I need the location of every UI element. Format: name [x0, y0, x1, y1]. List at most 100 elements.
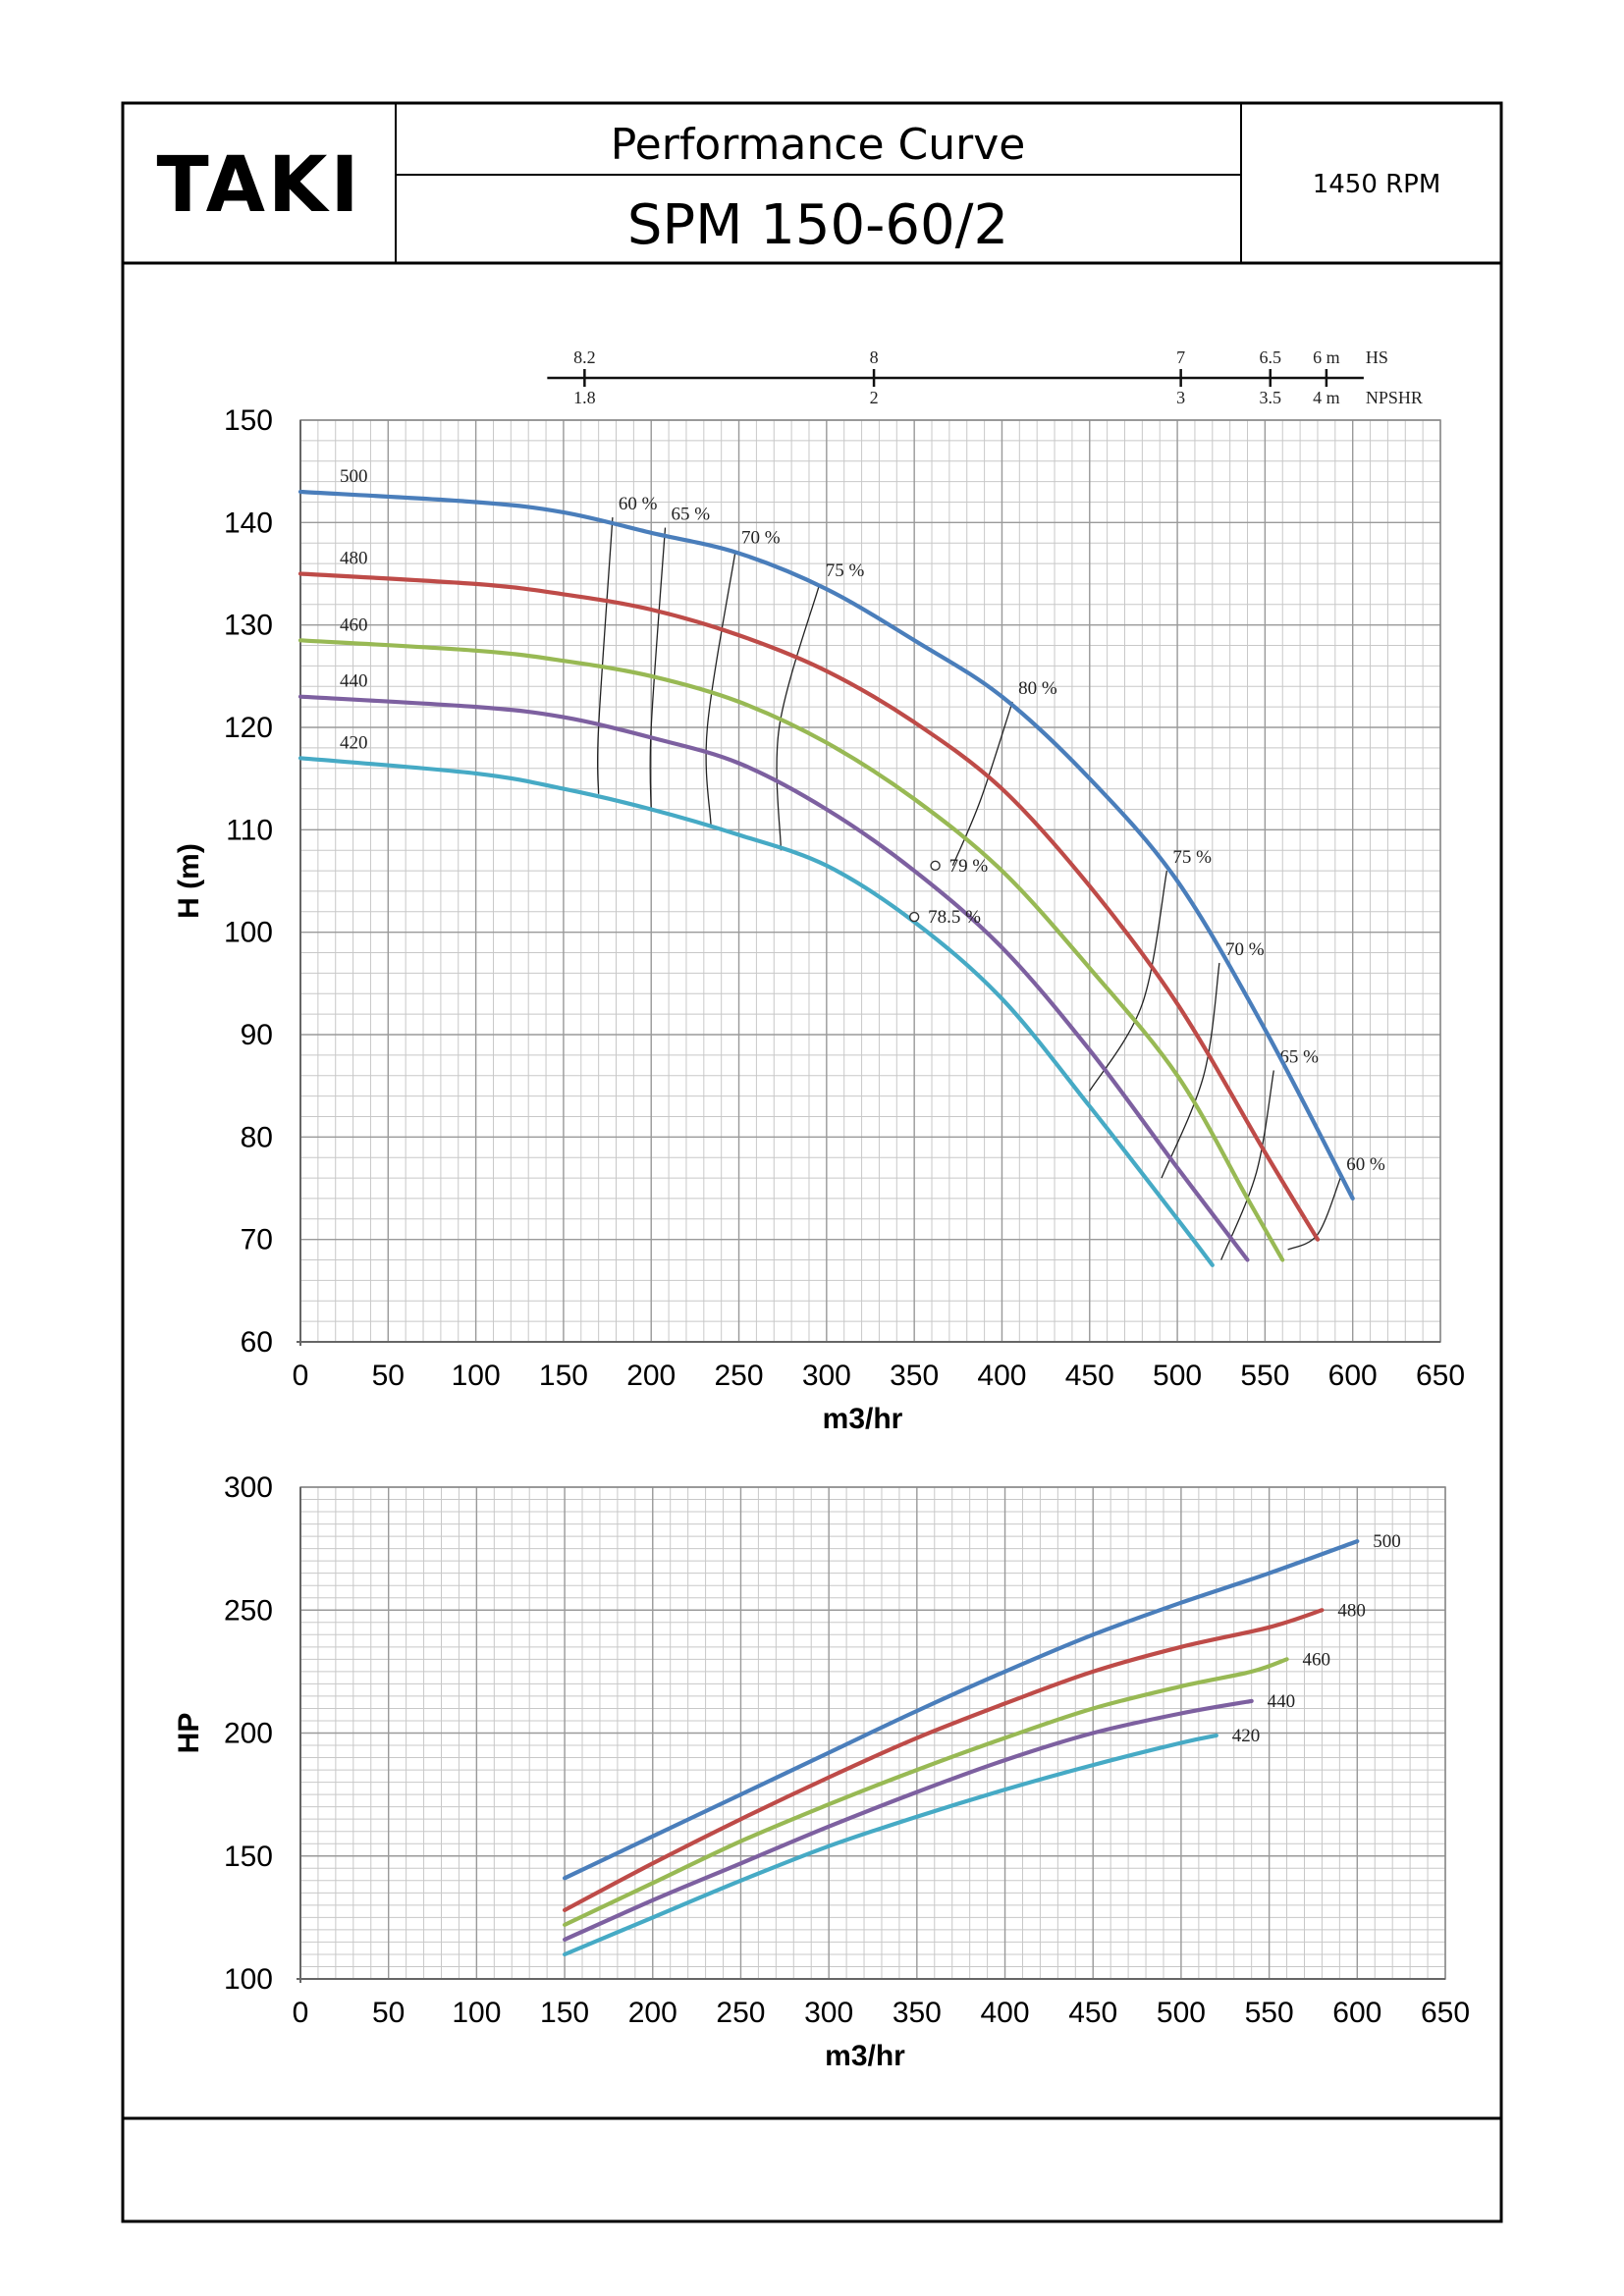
x-tick-label: 150 [539, 1360, 588, 1392]
hs-tick-label: 8.2 [573, 347, 596, 367]
y-tick-label: 80 [241, 1121, 273, 1153]
y-axis-title: H (m) [173, 843, 205, 919]
hs-unit-label: HS [1366, 347, 1388, 367]
impeller-420-curve [298, 756, 1215, 1267]
y-tick-label: 300 [224, 1471, 273, 1504]
x-tick-label: 600 [1328, 1360, 1378, 1392]
efficiency-line [951, 701, 1013, 867]
y-tick-label: 250 [224, 1594, 273, 1627]
efficiency-label: 65 % [672, 505, 711, 525]
impeller-480-curve [298, 571, 1321, 1242]
npshr-unit-label: NPSHR [1366, 388, 1423, 407]
x-tick-label: 350 [890, 1360, 939, 1392]
x-tick-label: 0 [293, 1360, 309, 1392]
impeller-460-curve [298, 638, 1285, 1262]
npshr-tick-label: 3 [1176, 388, 1185, 407]
x-tick-label: 450 [1068, 1997, 1117, 2029]
bep-label: 79 % [949, 856, 989, 877]
x-tick-label: 400 [977, 1360, 1026, 1392]
y-tick-label: 70 [241, 1224, 273, 1256]
y-tick-label: 90 [241, 1019, 273, 1051]
brand-logo: TAKI [157, 141, 362, 230]
impeller-420-label: 420 [340, 732, 368, 753]
x-tick-label: 650 [1416, 1360, 1465, 1392]
efficiency-line [1287, 1177, 1341, 1251]
x-tick-label: 500 [1153, 1360, 1202, 1392]
y-axis-title: HP [173, 1713, 205, 1754]
impeller-440-label: 440 [1268, 1691, 1296, 1712]
x-tick-label: 200 [628, 1997, 677, 2029]
bep-label: 78.5 % [928, 907, 981, 928]
impeller-500-curve [298, 489, 1355, 1201]
hs-tick-label: 7 [1176, 347, 1185, 367]
x-tick-label: 300 [804, 1997, 853, 2029]
y-tick-label: 100 [224, 1963, 273, 1996]
y-tick-label: 60 [241, 1326, 273, 1359]
x-tick-label: 0 [293, 1997, 309, 2029]
x-tick-label: 350 [893, 1997, 942, 2029]
efficiency-line [705, 551, 736, 826]
impeller-440-curve [563, 1698, 1254, 1942]
npshr-tick-label: 1.8 [573, 388, 596, 407]
efficiency-label: 75 % [1172, 847, 1212, 868]
impeller-480-label: 480 [1337, 1600, 1366, 1621]
page-title: Performance Curve [611, 120, 1026, 170]
x-tick-label: 300 [802, 1360, 851, 1392]
x-tick-label: 100 [452, 1360, 501, 1392]
bep-marker [930, 860, 941, 872]
impeller-420-label: 420 [1232, 1726, 1261, 1746]
impeller-500-curve [563, 1539, 1360, 1881]
efficiency-label: 60 % [619, 494, 658, 514]
plot-grid [299, 419, 1441, 1343]
efficiency-label: 70 % [1225, 939, 1265, 960]
x-tick-label: 450 [1065, 1360, 1114, 1392]
x-tick-label: 550 [1240, 1360, 1289, 1392]
sheet-border [121, 101, 1503, 2223]
bep-marker [908, 911, 920, 923]
model-name: SPM 150-60/2 [627, 193, 1008, 257]
y-tick-label: 140 [224, 507, 273, 539]
efficiency-label: 70 % [741, 528, 781, 549]
impeller-460-label: 460 [1303, 1649, 1331, 1670]
x-tick-label: 250 [715, 1360, 764, 1392]
efficiency-line [649, 527, 667, 812]
x-axis-title: m3/hr [825, 2040, 905, 2072]
efficiency-line [776, 583, 821, 851]
y-tick-label: 200 [224, 1718, 273, 1750]
efficiency-line [1161, 962, 1220, 1179]
speed-label: 1450 RPM [1313, 170, 1441, 199]
npshr-tick-label: 3.5 [1259, 388, 1281, 407]
y-tick-label: 120 [224, 712, 273, 744]
x-tick-label: 250 [716, 1997, 765, 2029]
x-tick-label: 150 [540, 1997, 589, 2029]
impeller-480-label: 480 [340, 549, 368, 569]
impeller-500-label: 500 [1373, 1531, 1401, 1552]
hs-tick-label: 8 [870, 347, 879, 367]
impeller-480-curve [563, 1608, 1325, 1912]
impeller-420-curve [563, 1733, 1218, 1957]
impeller-500-label: 500 [340, 466, 368, 487]
x-tick-label: 50 [372, 1997, 405, 2029]
head-curve-chart: 0 50 100 150 200 250 300 350 400 450 500 550 600 650 6… [173, 347, 1465, 1435]
x-tick-label: 500 [1157, 1997, 1206, 2029]
efficiency-label: 60 % [1346, 1154, 1385, 1175]
power-curve-chart: 0 50 100 150 200 250 300 350 400 450 500 550 600 650 1… [173, 1471, 1470, 2072]
efficiency-line [596, 517, 614, 794]
x-tick-label: 650 [1421, 1997, 1470, 2029]
x-tick-label: 100 [452, 1997, 501, 2029]
npshr-tick-label: 4 m [1313, 388, 1340, 407]
y-tick-label: 130 [224, 610, 273, 642]
plot-grid [299, 1486, 1446, 1980]
y-tick-label: 110 [226, 814, 273, 846]
y-tick-label: 100 [224, 917, 273, 949]
hs-tick-label: 6 m [1313, 347, 1340, 367]
efficiency-label: 75 % [826, 561, 865, 581]
impeller-460-label: 460 [340, 614, 368, 635]
impeller-460-curve [563, 1657, 1289, 1927]
y-tick-label: 150 [224, 404, 273, 437]
x-tick-label: 50 [372, 1360, 405, 1392]
y-tick-label: 150 [224, 1841, 273, 1873]
impeller-440-curve [298, 694, 1250, 1262]
x-tick-label: 600 [1332, 1997, 1381, 2029]
